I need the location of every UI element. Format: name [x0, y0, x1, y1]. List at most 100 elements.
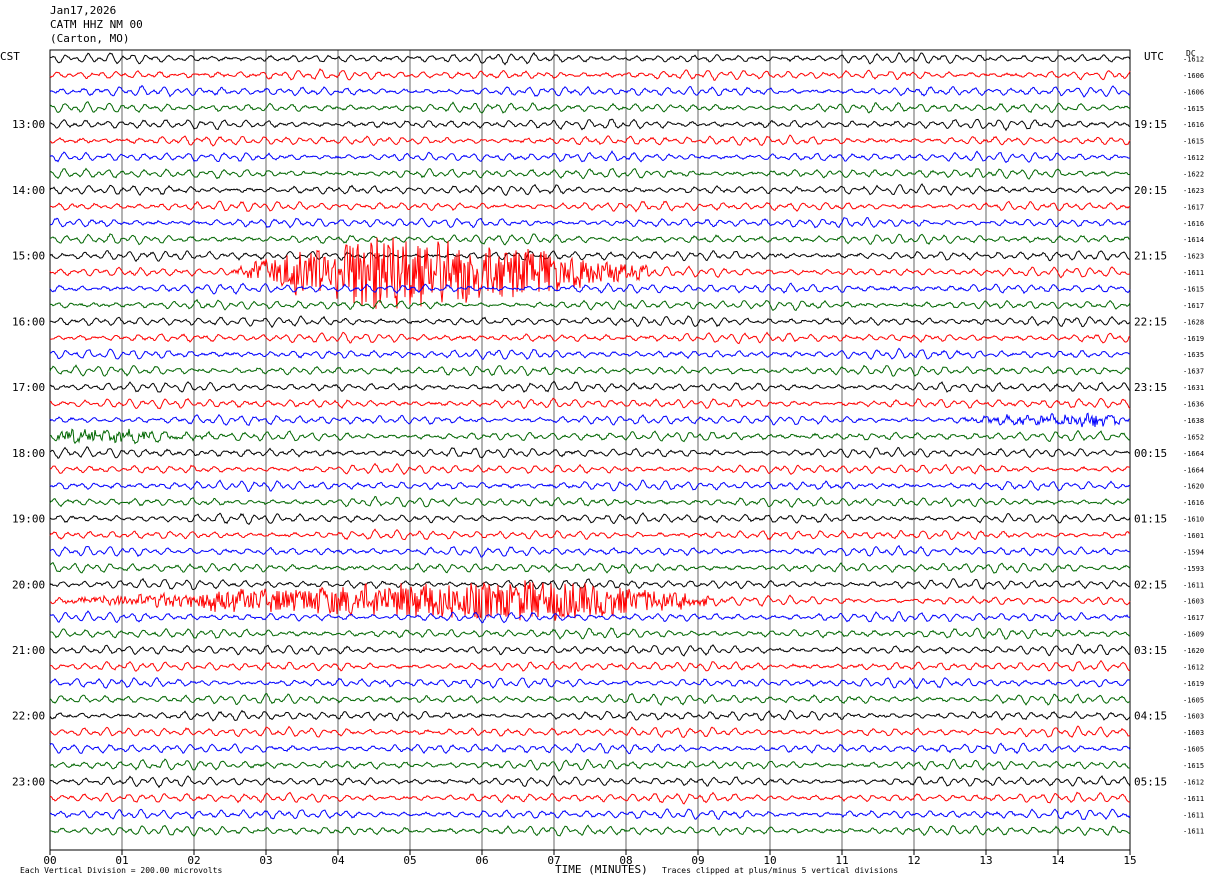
dc-offset-label: -1611 — [1183, 795, 1204, 803]
dc-offset-label: -1619 — [1183, 680, 1204, 688]
dc-offset-label: -1605 — [1183, 696, 1204, 704]
dc-offset-label: -1612 — [1183, 663, 1204, 671]
dc-offset-label: -1623 — [1183, 253, 1204, 261]
cst-hour-label: 18:00 — [12, 447, 45, 460]
seismic-trace — [49, 118, 1131, 132]
seismic-trace — [49, 610, 1131, 624]
seismic-trace — [49, 397, 1131, 410]
dc-offset-label: -1617 — [1183, 302, 1204, 310]
seismic-trace — [49, 446, 1131, 459]
seismic-trace — [49, 84, 1131, 98]
seismic-trace — [49, 428, 1131, 445]
seismic-trace — [49, 183, 1131, 197]
utc-hour-label: 03:15 — [1134, 644, 1167, 657]
seismic-trace — [49, 167, 1131, 180]
dc-offset-label: -1612 — [1183, 56, 1204, 64]
dc-offset-label: -1616 — [1183, 499, 1204, 507]
dc-offset-label: -1612 — [1183, 154, 1204, 162]
x-axis-label: TIME (MINUTES) — [555, 863, 648, 876]
seismic-trace — [49, 791, 1131, 805]
dc-offset-label: -1628 — [1183, 318, 1204, 326]
utc-hour-label: 04:15 — [1134, 710, 1167, 723]
seismic-trace — [49, 150, 1131, 164]
cst-hour-label: 21:00 — [12, 644, 45, 657]
header-location: (Carton, MO) — [50, 32, 130, 45]
dc-offset-label: -1611 — [1183, 581, 1204, 589]
seismic-trace — [49, 643, 1131, 657]
seismic-trace — [49, 364, 1131, 377]
x-tick-label: 14 — [1051, 854, 1065, 867]
cst-label: CST — [0, 50, 20, 63]
seismic-trace — [49, 725, 1131, 738]
dc-offset-label: -1611 — [1183, 269, 1204, 277]
x-tick-label: 12 — [907, 854, 920, 867]
seismic-trace — [49, 742, 1131, 755]
seismic-trace — [49, 692, 1131, 707]
seismic-trace — [49, 824, 1131, 838]
vertical-division-note: Each Vertical Division = 200.00 microvol… — [20, 866, 223, 875]
cst-hour-label: 23:00 — [12, 775, 45, 788]
dc-offset-label: -1638 — [1183, 417, 1204, 425]
dc-offset-label: -1635 — [1183, 351, 1204, 359]
utc-hour-label: 23:15 — [1134, 381, 1167, 394]
cst-hour-label: 13:00 — [12, 118, 45, 131]
x-tick-label: 05 — [403, 854, 416, 867]
dc-offset-label: -1636 — [1183, 401, 1204, 409]
x-tick-label: 13 — [979, 854, 992, 867]
utc-hour-label: 05:15 — [1134, 775, 1167, 788]
seismic-trace — [49, 315, 1131, 329]
dc-offset-label: -1594 — [1183, 548, 1204, 556]
x-tick-label: 07 — [547, 854, 560, 867]
header-station: CATM HHZ NM 00 — [50, 18, 143, 31]
seismic-trace — [49, 775, 1131, 789]
seismic-trace — [49, 380, 1131, 393]
utc-hour-label: 21:15 — [1134, 250, 1167, 263]
seismic-trace — [49, 51, 1131, 66]
seismic-trace — [49, 347, 1131, 361]
seismic-trace — [49, 298, 1131, 312]
seismic-trace — [49, 659, 1131, 672]
dc-offset-label: -1617 — [1183, 614, 1204, 622]
dc-offset-label: -1616 — [1183, 220, 1204, 228]
x-tick-label: 15 — [1123, 854, 1136, 867]
cst-hour-label: 19:00 — [12, 513, 45, 526]
header-date: Jan17,2026 — [50, 4, 117, 17]
dc-offset-label: -1610 — [1183, 516, 1204, 524]
dc-offset-label: -1611 — [1183, 828, 1204, 836]
dc-offset-label: -1609 — [1183, 631, 1204, 639]
clip-note: Traces clipped at plus/minus 5 vertical … — [662, 866, 899, 875]
seismic-trace — [49, 627, 1131, 640]
seismic-trace — [49, 101, 1131, 114]
dc-offset-label: -1631 — [1183, 384, 1204, 392]
x-tick-label: 04 — [331, 854, 345, 867]
x-tick-label: 09 — [691, 854, 704, 867]
utc-hour-label: 22:15 — [1134, 315, 1167, 328]
seismic-trace — [49, 544, 1130, 558]
seismic-trace — [49, 282, 1131, 295]
utc-hour-label: 19:15 — [1134, 118, 1167, 131]
seismic-trace — [49, 577, 1131, 591]
seismic-trace — [49, 331, 1131, 345]
x-tick-label: 06 — [475, 854, 488, 867]
seismic-trace — [49, 512, 1131, 525]
seismic-trace — [49, 562, 1131, 574]
cst-hour-label: 16:00 — [12, 315, 45, 328]
seismic-trace — [49, 233, 1131, 246]
seismic-trace — [49, 528, 1131, 541]
dc-offset-label: -1601 — [1183, 532, 1204, 540]
dc-offset-label: -1603 — [1183, 713, 1204, 721]
x-tick-label: 08 — [619, 854, 632, 867]
dc-offset-label: -1620 — [1183, 483, 1204, 491]
seismic-trace — [49, 758, 1131, 772]
dc-offset-label: -1605 — [1183, 746, 1204, 754]
x-tick-label: 03 — [259, 854, 272, 867]
dc-offset-label: -1664 — [1183, 466, 1204, 474]
seismic-trace — [49, 68, 1131, 81]
cst-hour-label: 15:00 — [12, 250, 45, 263]
dc-offset-label: -1619 — [1183, 335, 1204, 343]
cst-hour-label: 17:00 — [12, 381, 45, 394]
seismic-trace — [49, 479, 1131, 493]
dc-offset-label: -1615 — [1183, 286, 1204, 294]
dc-offset-label: -1620 — [1183, 647, 1204, 655]
